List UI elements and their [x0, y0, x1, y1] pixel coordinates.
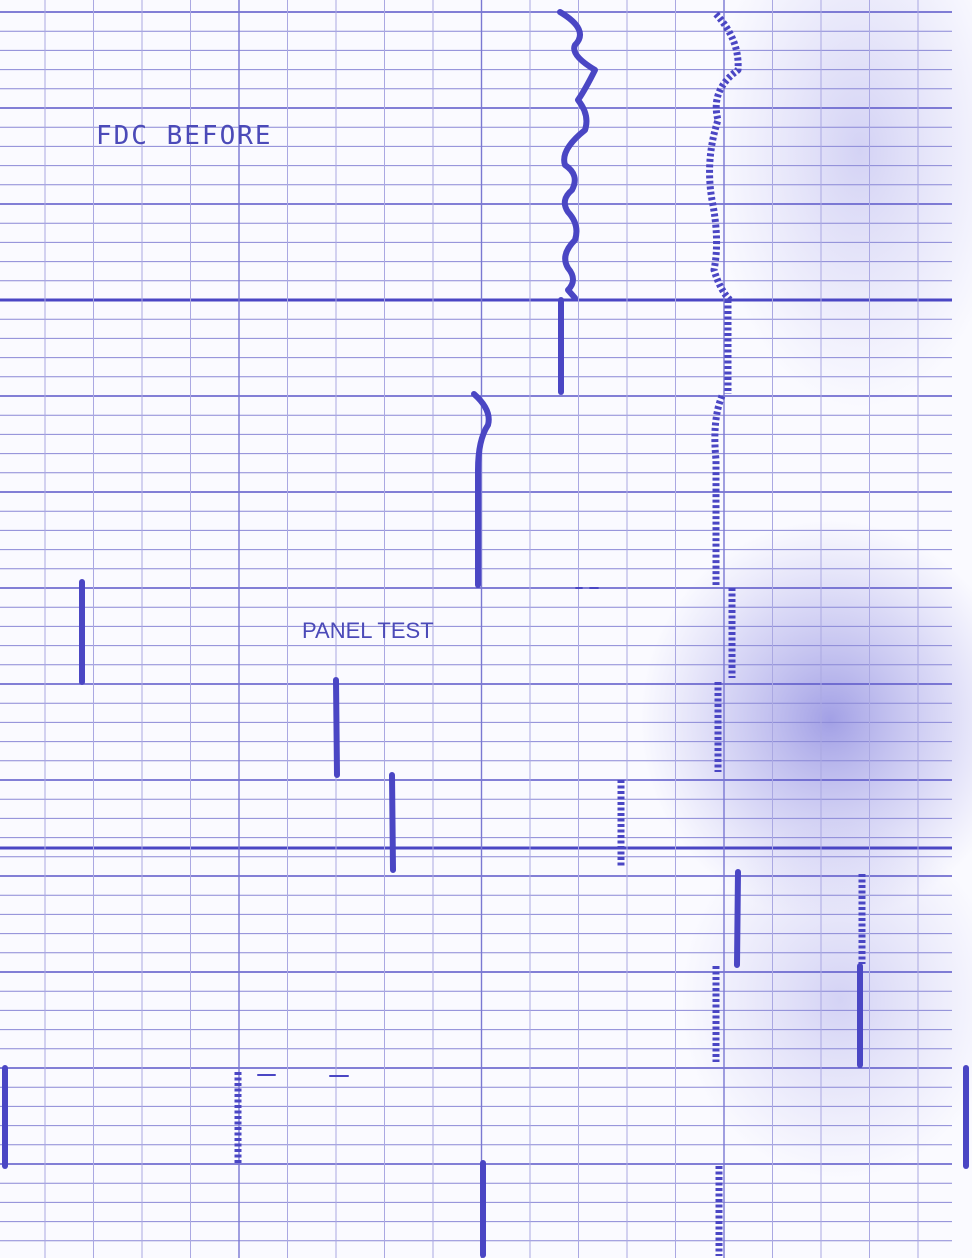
dotted-trace — [711, 394, 726, 585]
pen-trace — [734, 869, 741, 968]
ink-stain — [710, 0, 972, 410]
grid — [0, 0, 952, 1258]
annotation: FDC BEFORE — [96, 121, 273, 151]
pen-trace — [333, 677, 340, 778]
pen-trace — [471, 391, 492, 588]
pen-marks — [257, 587, 599, 1077]
wavy-trace — [557, 9, 598, 301]
ink-stain — [680, 820, 972, 1180]
ink-stain — [640, 520, 972, 920]
pen-trace — [389, 772, 396, 873]
traces — [2, 9, 969, 1258]
annotation: PANEL TEST — [302, 618, 434, 643]
dotted-trace — [706, 11, 742, 303]
